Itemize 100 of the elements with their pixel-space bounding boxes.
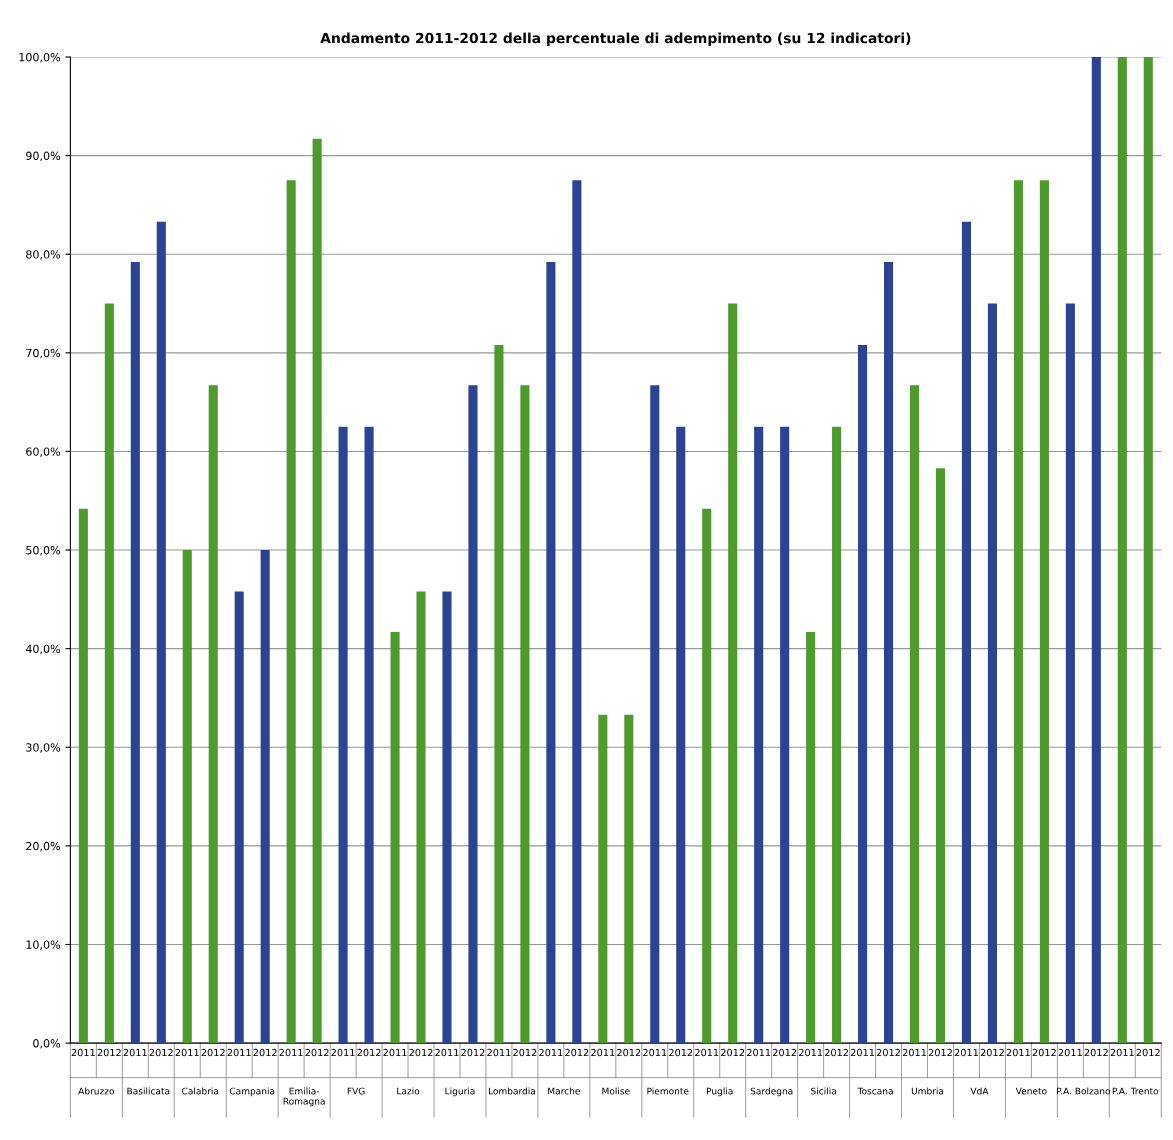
x-tick-label: 2011: [954, 1048, 978, 1057]
text: Liguria: [445, 1087, 475, 1097]
y-tick-label: 50,0%: [26, 546, 61, 556]
x-tick-label: 2011: [902, 1048, 926, 1057]
bar: [832, 426, 842, 1044]
bar: [468, 385, 478, 1044]
bar: [416, 591, 426, 1044]
bar: [1013, 180, 1023, 1044]
text: FVG: [347, 1087, 365, 1095]
bar: [104, 303, 114, 1044]
x-tick-label: 2012: [876, 1048, 900, 1057]
bar: [182, 550, 192, 1044]
text: Puglia: [706, 1087, 733, 1097]
bar: [78, 508, 88, 1044]
bar: [624, 714, 634, 1044]
x-tick-label: 2012: [928, 1048, 952, 1057]
x-tick-label: 2011: [850, 1048, 875, 1057]
text: VdA: [970, 1087, 989, 1095]
bar: [728, 303, 738, 1044]
bar: [780, 426, 790, 1044]
text: P.A. Bolzano: [1057, 1087, 1111, 1095]
bar: [650, 385, 660, 1044]
x-tick-label: 2011: [383, 1048, 407, 1057]
text: Lazio: [397, 1087, 420, 1095]
bar: [130, 262, 140, 1044]
bar: [520, 385, 530, 1044]
x-tick-label: 2011: [123, 1048, 147, 1057]
bar: [754, 426, 764, 1044]
x-tick-label: 2011: [695, 1048, 719, 1057]
x-tick-label: 2011: [175, 1048, 199, 1057]
bar: [260, 550, 270, 1044]
bar: [1091, 57, 1101, 1044]
x-tick-label: 2012: [1084, 1048, 1108, 1057]
y-tick-label: 0,0%: [33, 1039, 61, 1049]
text: Veneto: [1015, 1087, 1047, 1095]
y-tick-label: 80,0%: [26, 250, 61, 260]
bar: [987, 303, 997, 1044]
x-tick-label: 2012: [565, 1048, 589, 1057]
x-tick-label: 2011: [487, 1048, 511, 1057]
bar: [364, 426, 374, 1044]
bar: [156, 221, 166, 1044]
x-tick-label: 2012: [97, 1048, 121, 1057]
y-tick-label: 40,0%: [25, 644, 61, 655]
y-tick-label: 60,0%: [26, 447, 61, 457]
x-tick-label: 2012: [201, 1048, 225, 1057]
text: Sardegna: [750, 1087, 793, 1097]
text: Calabria: [182, 1087, 219, 1095]
x-tick-label: 2012: [824, 1048, 848, 1057]
x-tick-label: 2011: [591, 1048, 615, 1057]
x-tick-label: 2011: [1006, 1048, 1030, 1057]
text: P.A. Trento: [1112, 1087, 1159, 1095]
x-tick-label: 2011: [1110, 1048, 1134, 1057]
bar: [208, 385, 218, 1044]
x-tick-label: 2011: [331, 1048, 355, 1057]
bar: [494, 344, 504, 1044]
text: Abruzzo: [78, 1087, 115, 1095]
x-tick-label: 2012: [1136, 1048, 1160, 1057]
x-tick-label: 2011: [435, 1048, 459, 1057]
bar: [1039, 180, 1049, 1044]
x-tick-label: 2011: [71, 1048, 95, 1057]
bar: [390, 631, 400, 1044]
bar: [338, 426, 348, 1044]
y-tick-label: 100,0%: [19, 52, 61, 63]
bar: [546, 262, 556, 1044]
y-tick-label: 30,0%: [26, 743, 61, 753]
x-tick-label: 2012: [772, 1048, 797, 1057]
x-tick-label: 2012: [253, 1048, 277, 1057]
x-tick-label: 2011: [798, 1048, 823, 1057]
bar: [702, 508, 712, 1044]
bar: [1117, 57, 1127, 1044]
bar: [806, 631, 816, 1044]
bar: [909, 385, 920, 1044]
bar: [286, 180, 296, 1044]
text: Umbria: [911, 1087, 944, 1095]
text: Sicilia: [811, 1087, 836, 1095]
x-tick-label: 2011: [747, 1048, 771, 1057]
y-tick-label: 10,0%: [26, 940, 61, 950]
x-tick-label: 2012: [305, 1048, 329, 1057]
text: Molise: [602, 1087, 630, 1095]
x-tick-label: 2011: [539, 1048, 563, 1057]
x-tick-label: 2011: [227, 1048, 251, 1057]
text: Emilia-Romagna: [283, 1087, 325, 1107]
bar: [935, 468, 946, 1044]
x-tick-label: 2012: [513, 1048, 537, 1057]
text: Marche: [548, 1087, 580, 1095]
bar: [1143, 57, 1153, 1044]
text: Basilicata: [127, 1087, 170, 1095]
bar: [884, 262, 894, 1044]
bar: [572, 180, 582, 1044]
x-tick-label: 2012: [617, 1048, 641, 1057]
y-tick-label: 20,0%: [26, 841, 61, 852]
y-tick-label: 90,0%: [26, 151, 61, 162]
bar: [234, 591, 244, 1044]
x-tick-label: 2012: [721, 1048, 745, 1057]
text: Piemonte: [647, 1087, 689, 1095]
text: Campania: [229, 1087, 275, 1097]
bar: [961, 221, 972, 1044]
bar: [676, 426, 686, 1044]
x-tick-label: 2011: [279, 1048, 303, 1057]
x-tick-label: 2012: [409, 1048, 433, 1057]
